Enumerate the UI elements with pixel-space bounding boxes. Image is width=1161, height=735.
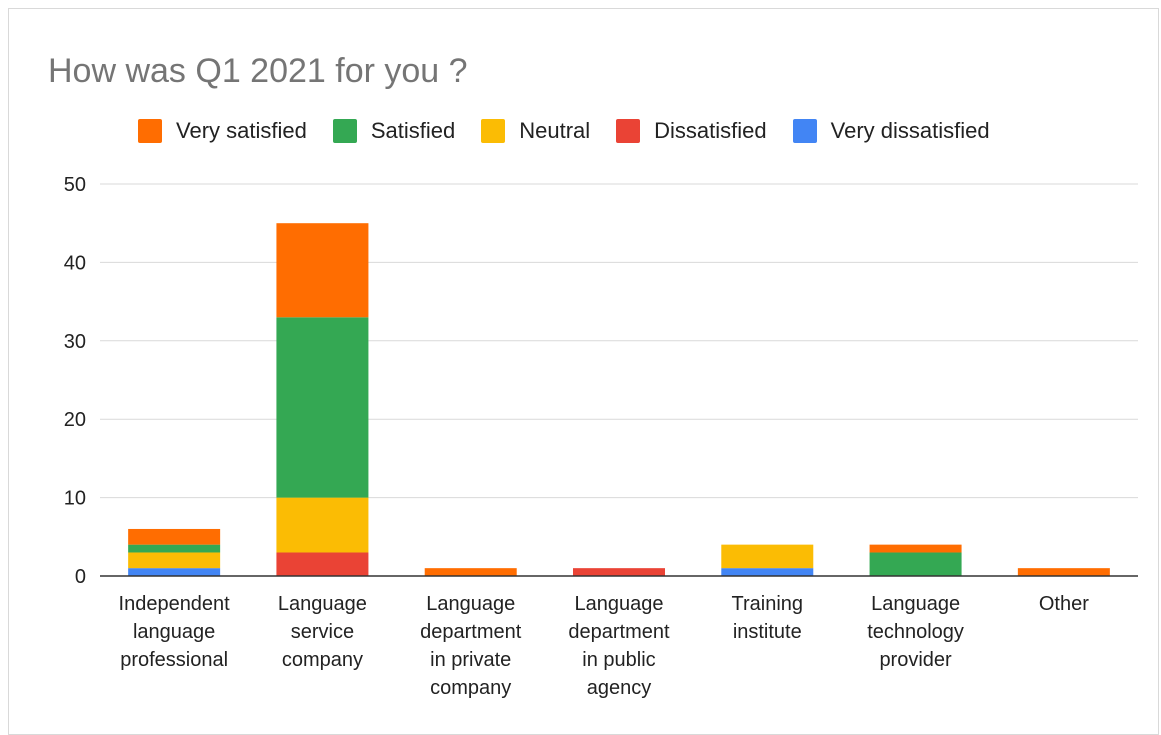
- bar-segment-very-satisfied: [869, 544, 962, 553]
- legend-swatch: [792, 119, 817, 143]
- chart-frame: [8, 8, 1159, 735]
- legend-item-very-satisfied: Very satisfied: [138, 118, 307, 144]
- bar-segment-neutral: [721, 544, 814, 569]
- bar-segment-satisfied: [128, 544, 221, 553]
- y-tick-label: 0: [75, 566, 86, 588]
- bar-segment-very-satisfied: [424, 568, 517, 576]
- legend-label: Dissatisfied: [654, 118, 767, 143]
- bar-segment-very-satisfied: [276, 223, 369, 318]
- bar-segment-satisfied: [276, 317, 369, 498]
- legend-item-satisfied: Satisfied: [332, 118, 456, 144]
- bar-segment-very-satisfied: [1017, 568, 1110, 576]
- bar-segment-satisfied: [869, 552, 962, 576]
- x-tick-label: Independent language professional: [119, 593, 231, 671]
- bar-segment-very-satisfied: [128, 528, 221, 545]
- bar-segment-very-dissatisfied: [128, 568, 221, 576]
- legend-swatch: [138, 119, 162, 143]
- x-tick-label: Other: [1039, 593, 1089, 615]
- x-tick-label: Language department in private company: [420, 593, 522, 699]
- bar-segment-dissatisfied: [276, 552, 369, 576]
- legend-label: Neutral: [519, 118, 591, 143]
- x-tick-label: Language technology provider: [867, 593, 964, 671]
- bar-segment-dissatisfied: [573, 568, 665, 576]
- legend-item-neutral: Neutral: [481, 118, 590, 144]
- x-tick-label: Language service company: [278, 593, 367, 671]
- x-tick-label: Language department in public agency: [568, 593, 670, 699]
- legend-swatch: [332, 119, 357, 143]
- chart-legend: Very satisfied Satisfied Neutral Dissatisfi…: [138, 118, 1016, 144]
- chart-title: How was Q1 2021 for you ?: [48, 52, 468, 90]
- bar-segment-neutral: [128, 552, 221, 569]
- legend-label: Very dissatisfied: [830, 118, 990, 143]
- bar-segment-very-dissatisfied: [721, 568, 814, 576]
- legend-swatch: [616, 119, 641, 143]
- legend-item-very-dissatisfied: Very dissatisfied: [792, 118, 990, 144]
- y-tick-label: 40: [64, 252, 86, 274]
- legend-swatch: [481, 119, 506, 143]
- legend-label: Very satisfied: [176, 118, 307, 143]
- bar-segment-neutral: [276, 497, 369, 553]
- legend-item-dissatisfied: Dissatisfied: [616, 118, 767, 144]
- y-tick-label: 50: [64, 174, 86, 196]
- x-tick-label: Training institute: [732, 593, 804, 643]
- y-tick-label: 30: [64, 331, 86, 353]
- y-tick-label: 10: [64, 488, 86, 510]
- y-tick-label: 20: [64, 409, 86, 431]
- legend-label: Satisfied: [370, 118, 456, 143]
